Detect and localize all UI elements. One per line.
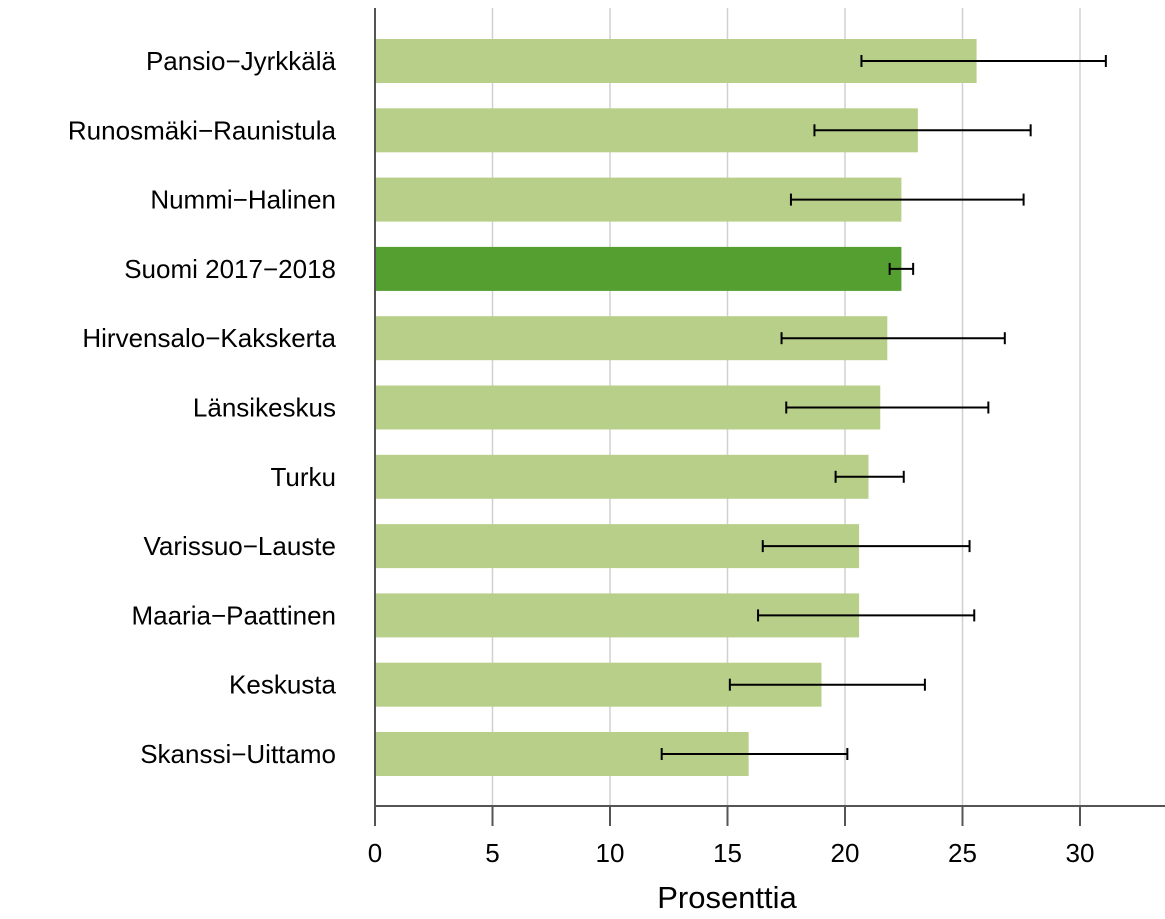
category-label-2: Nummi−Halinen [150,185,336,215]
category-label-10: Skanssi−Uittamo [140,739,336,769]
bars [375,39,977,776]
error-bar-2 [789,193,1025,206]
error-bar-9 [728,678,926,691]
x-tick-label-30: 30 [1066,838,1095,868]
x-tick-label-10: 10 [596,838,625,868]
x-tick-label-5: 5 [485,838,499,868]
category-label-6: Turku [271,462,337,492]
bar-3 [375,246,902,291]
x-tick-label-15: 15 [713,838,742,868]
category-label-5: Länsikeskus [193,393,336,423]
category-label-7: Varissuo−Lauste [144,531,336,561]
error-bars [660,55,1107,760]
error-bar-8 [757,609,976,622]
x-tick-label-25: 25 [948,838,977,868]
category-label-8: Maaria−Paattinen [131,600,336,630]
error-bar-5 [785,401,990,414]
error-bar-0 [860,55,1107,67]
error-bar-4 [780,332,1006,345]
x-tick-label-20: 20 [831,838,860,868]
category-label-9: Keskusta [229,670,336,700]
x-tick-label-0: 0 [368,838,382,868]
axes [374,8,1165,826]
error-bar-10 [660,748,849,760]
category-label-1: Runosmäki−Raunistula [68,115,337,145]
error-bar-7 [761,540,971,553]
category-label-3: Suomi 2017−2018 [124,254,336,284]
error-bar-3 [888,262,915,275]
bar-6 [375,454,869,499]
category-labels: Pansio−Jyrkkälä Runosmäki−Raunistula Nummi… [68,46,337,769]
category-label-4: Hirvensalo−Kakskerta [82,323,336,353]
x-axis-title: Prosenttia [657,880,797,915]
error-bar-1 [813,124,1032,137]
error-bar-6 [834,470,905,483]
x-tick-labels: 0 5 10 15 20 25 30 [368,838,1095,868]
category-label-0: Pansio−Jyrkkälä [146,46,337,76]
